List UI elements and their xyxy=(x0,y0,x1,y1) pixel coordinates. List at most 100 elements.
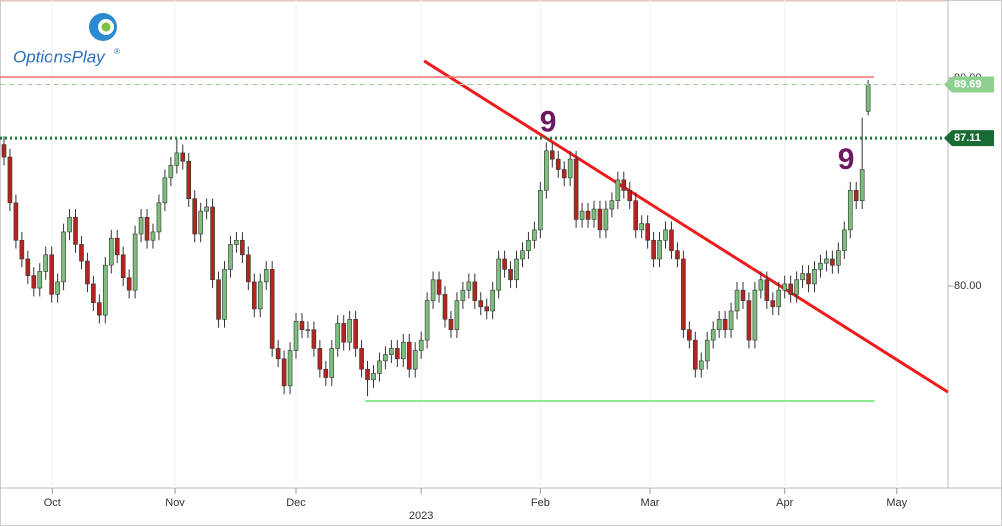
candle-body xyxy=(25,258,31,276)
x-tick-label: Dec xyxy=(286,497,306,509)
candle-body xyxy=(675,250,680,260)
candle-body xyxy=(710,329,716,341)
candle-body xyxy=(246,254,251,283)
candle-body xyxy=(216,279,221,320)
level-tag xyxy=(944,76,994,93)
candle-body xyxy=(49,254,54,295)
candle-body xyxy=(836,250,841,266)
candle-body xyxy=(240,239,245,256)
candle-body xyxy=(353,319,358,349)
candle-body xyxy=(663,229,668,241)
candle-body xyxy=(234,239,239,245)
candle-body xyxy=(323,368,329,378)
candle-body xyxy=(395,348,400,360)
trend-line xyxy=(423,59,949,394)
candle-body xyxy=(573,158,579,220)
candle-body xyxy=(532,229,537,241)
candle-body xyxy=(281,358,287,387)
candle-body xyxy=(478,300,484,308)
candle-body xyxy=(681,258,686,331)
level-tag-label: 89.69 xyxy=(954,78,982,90)
candle-body xyxy=(549,150,555,160)
candle-body xyxy=(204,206,209,212)
candle-body xyxy=(561,169,567,179)
logo: OptionsPlay ® xyxy=(13,13,120,66)
level-tag xyxy=(944,130,994,147)
candle-body xyxy=(538,190,543,231)
candle-body xyxy=(740,289,746,301)
x-year-label: 2023 xyxy=(409,510,433,522)
candle-body xyxy=(263,269,269,283)
candle-body xyxy=(293,321,299,351)
candle-body xyxy=(597,208,603,231)
x-tick-label: Oct xyxy=(44,497,61,509)
candle-body xyxy=(639,223,644,231)
candle-body xyxy=(287,350,293,387)
candle-body xyxy=(764,279,770,301)
candle-body xyxy=(806,273,811,285)
candle-body xyxy=(251,281,257,310)
candle-body xyxy=(389,348,394,355)
candle-body xyxy=(609,200,615,210)
candle-body xyxy=(317,348,323,370)
x-tick-label: May xyxy=(886,497,907,509)
candle-body xyxy=(73,217,78,245)
logo-icon xyxy=(101,22,111,32)
candle-body xyxy=(120,254,126,278)
candle-body xyxy=(168,165,174,179)
candle-body xyxy=(91,283,96,303)
candle-body xyxy=(97,302,102,316)
candle-body xyxy=(728,310,734,331)
candle-body xyxy=(615,179,621,202)
candle-body xyxy=(448,319,454,331)
candle-body xyxy=(484,306,490,312)
candle-body xyxy=(138,217,144,235)
candle-body xyxy=(526,239,531,251)
candle-body xyxy=(782,283,788,291)
candle-body xyxy=(347,319,352,343)
candle-body xyxy=(496,258,501,291)
candle-body xyxy=(222,269,227,320)
candle-body xyxy=(1,144,7,158)
candle-body xyxy=(693,339,698,370)
candle-body xyxy=(383,354,388,362)
candle-body xyxy=(824,258,829,264)
candle-body xyxy=(126,277,132,291)
candle-body xyxy=(818,262,823,270)
candle-body xyxy=(776,289,782,308)
candle-body xyxy=(770,300,776,308)
y-tick-label: 80.00 xyxy=(954,280,982,292)
candle-body xyxy=(108,237,114,266)
candle-body xyxy=(13,202,19,241)
candle-body xyxy=(150,231,156,241)
candle-body xyxy=(847,190,853,231)
candle-body xyxy=(37,271,43,289)
candle-body xyxy=(424,300,430,341)
x-tick-label: Nov xyxy=(165,497,185,509)
candle-body xyxy=(830,258,835,266)
candle-body xyxy=(472,281,478,301)
candle-body xyxy=(669,229,674,251)
candle-body xyxy=(514,258,519,281)
candle-body xyxy=(174,152,180,166)
candle-body xyxy=(210,206,215,281)
candle-body xyxy=(85,260,90,285)
candle-body xyxy=(192,198,198,235)
candle-body xyxy=(704,339,710,362)
candle-body xyxy=(758,279,764,291)
candle-body xyxy=(365,368,370,380)
candle-body xyxy=(31,275,37,289)
candle-body xyxy=(156,202,162,233)
candle-body xyxy=(400,341,406,360)
candle-body xyxy=(555,158,561,170)
candle-body xyxy=(377,360,382,374)
candle-body xyxy=(228,244,233,270)
candle-body xyxy=(436,279,442,295)
candle-body xyxy=(812,269,817,285)
candle-body xyxy=(544,150,549,191)
candle-body xyxy=(490,289,495,312)
candle-body xyxy=(186,160,192,199)
candle-body xyxy=(180,152,186,162)
candle-body xyxy=(19,239,25,260)
